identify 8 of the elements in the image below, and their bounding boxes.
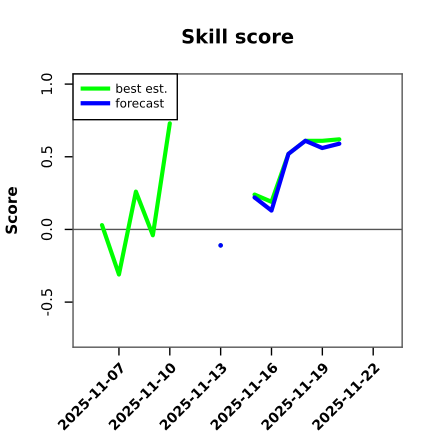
legend-label: forecast bbox=[116, 98, 164, 108]
y-axis-title: Score bbox=[6, 187, 18, 234]
chart-title: Skill score bbox=[182, 28, 294, 44]
y-tick-label: 0.0 bbox=[41, 218, 52, 240]
legend-label: best est. bbox=[116, 84, 166, 93]
y-tick-label: 1.0 bbox=[41, 73, 52, 94]
y-tick-label: 0.5 bbox=[41, 146, 52, 168]
y-tick-label: -0.5 bbox=[41, 289, 52, 316]
